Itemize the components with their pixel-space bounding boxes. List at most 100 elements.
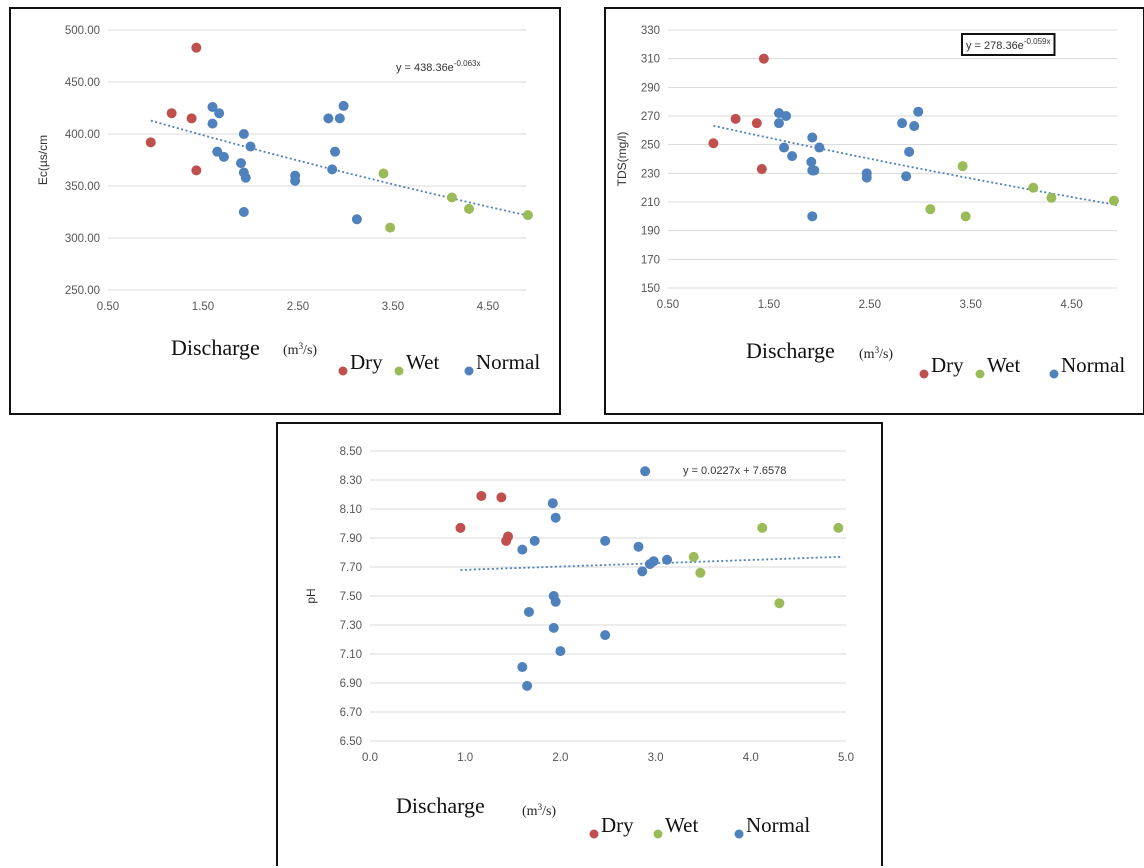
data-point-normal xyxy=(773,118,784,129)
data-point-normal xyxy=(517,662,528,673)
data-point-normal xyxy=(236,158,246,169)
tds-chart-panel: 150 170 190 210 230 250 270 290 310 330 0.50 1.50 2.… xyxy=(604,7,1144,415)
y-tick-label: 500.00 xyxy=(65,25,100,37)
data-point-normal xyxy=(807,132,818,143)
data-point-normal xyxy=(351,214,362,225)
data-point-normal xyxy=(207,101,218,112)
data-point-dry xyxy=(186,113,197,124)
legend-marker-normal xyxy=(464,366,474,376)
y-axis-label: pH xyxy=(304,588,318,603)
x-tick-label: 0.50 xyxy=(657,299,679,311)
y-tick-label: 300.00 xyxy=(65,233,100,245)
y-tick-label: 6.50 xyxy=(340,736,362,748)
legend-label-wet: Wet xyxy=(406,350,439,374)
x-tick-label: 3.50 xyxy=(382,301,404,313)
data-point-dry xyxy=(503,531,514,542)
data-point-normal xyxy=(555,646,566,657)
y-tick-label: 7.30 xyxy=(340,620,362,632)
legend-label-wet: Wet xyxy=(665,813,698,837)
data-point-dry xyxy=(756,164,767,175)
y-tick-label: 8.50 xyxy=(340,446,362,458)
data-point-dry xyxy=(455,522,466,533)
legend-marker-wet xyxy=(975,369,985,379)
legend-marker-dry xyxy=(919,369,929,379)
data-point-normal xyxy=(218,151,229,162)
data-point-normal xyxy=(245,141,256,152)
data-point-wet xyxy=(957,161,968,172)
x-axis-title: Discharge xyxy=(171,335,260,360)
data-point-normal xyxy=(901,171,912,182)
legend-label-wet: Wet xyxy=(987,353,1020,377)
data-point-normal xyxy=(904,146,915,157)
data-point-wet xyxy=(688,551,699,562)
data-point-normal xyxy=(214,108,225,119)
trend-equation: y = 0.0227x + 7.6578 xyxy=(683,465,786,477)
data-point-dry xyxy=(730,113,741,124)
data-point-normal xyxy=(547,498,558,509)
data-point-dry xyxy=(145,137,156,148)
data-point-normal xyxy=(327,164,338,175)
data-point-dry xyxy=(166,108,177,119)
data-point-wet xyxy=(446,192,457,203)
data-point-normal xyxy=(640,466,651,477)
y-tick-label: 7.50 xyxy=(340,591,362,603)
data-point-normal xyxy=(550,596,561,607)
data-point-normal xyxy=(548,622,559,633)
y-tick-label: 7.70 xyxy=(340,562,362,574)
data-point-dry xyxy=(476,490,487,501)
data-point-wet xyxy=(757,522,768,533)
x-axis-unit: (m3/s) xyxy=(522,802,556,819)
data-point-normal xyxy=(207,118,218,129)
data-point-wet xyxy=(1108,195,1119,206)
data-point-normal xyxy=(600,535,611,546)
legend-marker-normal xyxy=(1049,369,1059,379)
data-point-dry xyxy=(751,118,762,129)
legend-marker-dry xyxy=(338,366,348,376)
data-point-normal xyxy=(550,512,561,523)
x-tick-label: 2.50 xyxy=(859,299,881,311)
legend-marker-wet xyxy=(653,829,663,839)
data-point-normal xyxy=(897,118,908,129)
ec-chart-panel: 250.00 300.00 350.00 400.00 450.00 500.00 0.50… xyxy=(9,7,561,415)
y-tick-label: 6.90 xyxy=(340,678,362,690)
data-point-normal xyxy=(633,541,644,552)
data-point-normal xyxy=(637,566,648,577)
data-point-wet xyxy=(522,210,533,221)
data-point-normal xyxy=(600,630,611,641)
x-axis-unit: (m3/s) xyxy=(283,341,317,358)
y-tick-label: 350.00 xyxy=(65,181,100,193)
data-point-dry xyxy=(191,165,202,176)
data-point-dry xyxy=(708,138,719,149)
x-axis-unit: (m3/s) xyxy=(859,345,893,362)
ec-chart: 250.00 300.00 350.00 400.00 450.00 500.00 0.50… xyxy=(36,25,540,376)
data-point-wet xyxy=(774,598,785,609)
y-tick-label: 190 xyxy=(641,226,660,238)
y-tick-label: 8.30 xyxy=(340,475,362,487)
data-point-normal xyxy=(909,121,920,132)
trendline xyxy=(713,124,1118,206)
data-point-wet xyxy=(385,222,396,233)
legend-marker-dry xyxy=(589,829,599,839)
x-tick-label: 3.0 xyxy=(648,752,664,764)
data-point-normal xyxy=(787,151,798,162)
ph-chart-panel: 6.50 6.70 6.90 7.10 7.30 7.50 7.70 7.90 8.10 8.30… xyxy=(276,422,883,866)
y-tick-label: 6.70 xyxy=(340,707,362,719)
legend-label-normal: Normal xyxy=(746,813,810,837)
y-tick-label: 7.90 xyxy=(340,533,362,545)
data-point-normal xyxy=(323,113,334,124)
data-point-normal xyxy=(779,142,790,153)
y-axis-label: Ec(µs/cm xyxy=(36,135,50,185)
data-point-normal xyxy=(334,113,345,124)
x-tick-label: 4.0 xyxy=(743,752,759,764)
data-point-normal xyxy=(807,211,818,222)
data-point-normal xyxy=(781,111,792,121)
tds-chart: 150 170 190 210 230 250 270 290 310 330 0.50 1.50 2.… xyxy=(615,25,1125,379)
x-tick-label: 1.0 xyxy=(457,752,473,764)
data-point-normal xyxy=(523,606,534,617)
legend-label-dry: Dry xyxy=(350,350,383,374)
x-tick-label: 0.0 xyxy=(362,752,378,764)
data-point-wet xyxy=(1046,192,1057,203)
trendline xyxy=(150,119,527,217)
x-tick-label: 1.50 xyxy=(192,301,214,313)
x-tick-label: 2.50 xyxy=(287,301,309,313)
